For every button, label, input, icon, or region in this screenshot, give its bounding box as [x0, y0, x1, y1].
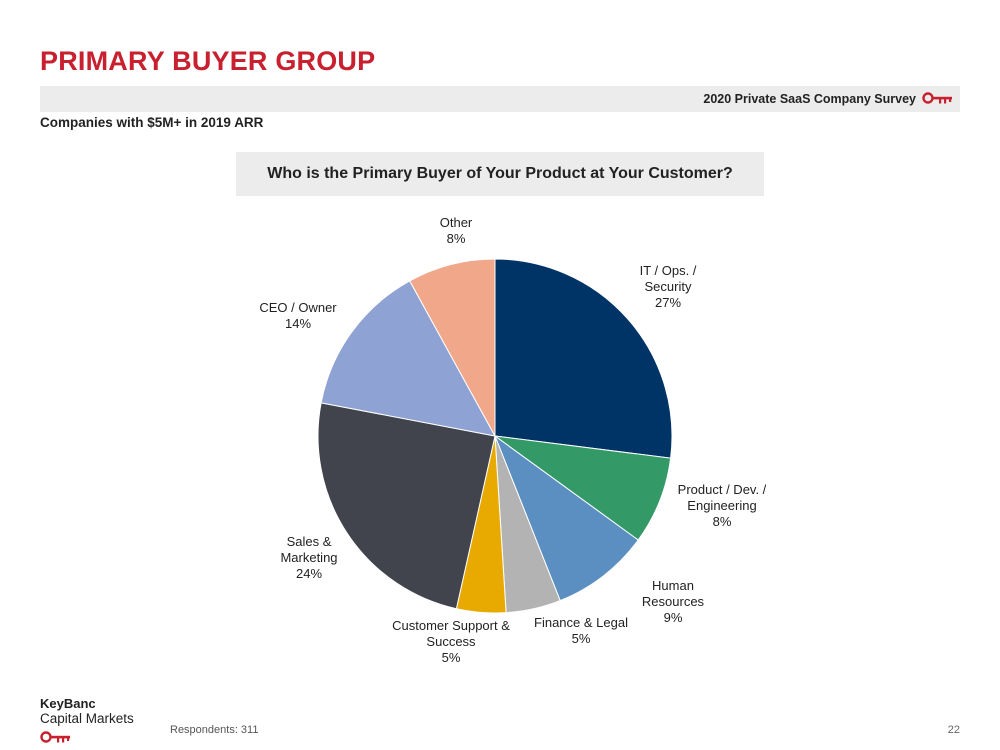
slice-label-line: 8% [447, 231, 466, 246]
slice-label-line: 14% [285, 316, 311, 331]
slice-label: Finance & Legal 5% [534, 615, 628, 646]
slice-label-line: Customer Support & [392, 618, 510, 633]
slice-label: Other 8% [440, 215, 473, 246]
slice-label: Product / Dev. / Engineering 8% [678, 482, 767, 529]
slice-label-line: Engineering [687, 498, 756, 513]
slice-label-line: Human [652, 578, 694, 593]
page-title: PRIMARY BUYER GROUP [40, 46, 376, 76]
slice-label-line: Success [426, 634, 476, 649]
chart-subtitle: Companies with $5M+ in 2019 ARR [40, 115, 264, 130]
header-band: 2020 Private SaaS Company Survey [40, 86, 960, 112]
slice-label-line: IT / Ops. / [640, 263, 697, 278]
slice-label: CEO / Owner 14% [259, 300, 337, 331]
slice-label-line: Marketing [280, 550, 337, 565]
slice-label-line: 5% [572, 631, 591, 646]
survey-label: 2020 Private SaaS Company Survey [703, 92, 916, 106]
slice-label-line: 9% [664, 610, 683, 625]
slice-label-line: CEO / Owner [259, 300, 337, 315]
pie-slice [320, 280, 496, 437]
slice-label-line: Other [440, 215, 473, 230]
pie-slice [317, 402, 496, 610]
slice-label-line: Resources [642, 594, 705, 609]
slice-label-line: Security [645, 279, 692, 294]
key-logo-icon [922, 92, 952, 104]
slice-label-line: 5% [442, 650, 461, 665]
chart-title: Who is the Primary Buyer of Your Product… [236, 152, 764, 196]
respondents-note: Respondents: 311 [170, 724, 259, 736]
slice-label: Customer Support & Success 5% [392, 618, 510, 665]
pie-slice [494, 258, 673, 459]
pie-slice [494, 435, 672, 541]
page-number: 22 [947, 724, 960, 736]
key-icon [40, 731, 70, 743]
brand-name: KeyBanc [40, 696, 96, 711]
slice-label: Sales & Marketing 24% [280, 534, 337, 581]
slice-label: IT / Ops. / Security 27% [640, 263, 697, 310]
slice-label-line: 24% [296, 566, 322, 581]
brand-subtitle: Capital Markets [40, 711, 134, 726]
slice-label-line: Finance & Legal [534, 615, 628, 630]
slice-label-line: Product / Dev. / [678, 482, 767, 497]
pie-slice [409, 258, 496, 437]
footer-brand: KeyBanc Capital Markets [40, 696, 134, 744]
pie-slice [493, 434, 639, 602]
slice-label: Human Resources 9% [642, 578, 705, 625]
slice-label-line: 8% [713, 514, 732, 529]
slice-label-line: 27% [655, 295, 681, 310]
slice-label-line: Sales & [287, 534, 332, 549]
